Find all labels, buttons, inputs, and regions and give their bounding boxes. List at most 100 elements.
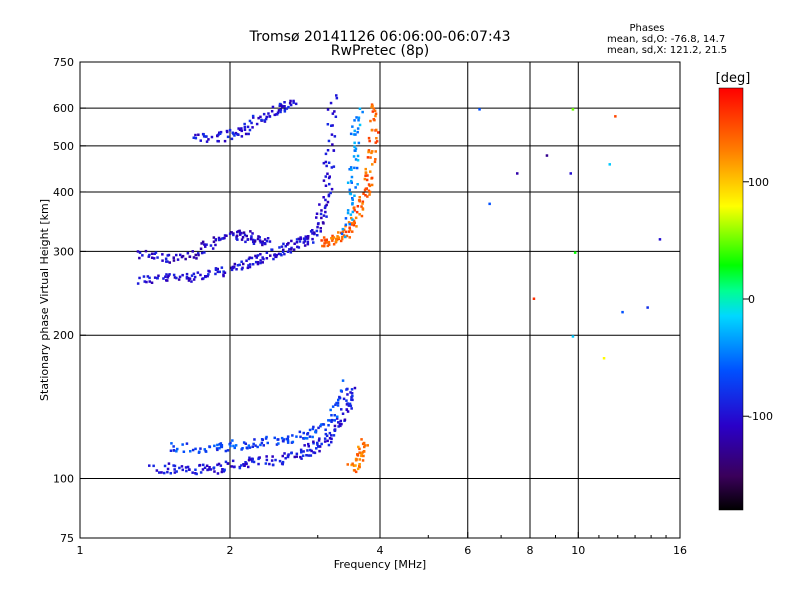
- data-point: [343, 418, 347, 421]
- data-point: [172, 256, 175, 260]
- data-point: [337, 236, 341, 239]
- data-point: [366, 195, 369, 198]
- data-point: [333, 135, 337, 138]
- data-point: [350, 175, 354, 179]
- data-point: [346, 463, 349, 466]
- data-point: [255, 256, 258, 259]
- data-point: [323, 437, 327, 440]
- data-point: [230, 465, 234, 468]
- data-point: [363, 444, 367, 447]
- data-point: [251, 445, 254, 448]
- data-point: [353, 194, 356, 197]
- data-point: [188, 255, 191, 258]
- data-point: [240, 260, 243, 263]
- data-point: [260, 118, 263, 122]
- data-point: [205, 135, 208, 138]
- data-point: [311, 232, 314, 235]
- data-point: [374, 150, 377, 153]
- data-point: [281, 250, 285, 253]
- data-point: [303, 240, 307, 243]
- data-point: [351, 394, 354, 398]
- data-point: [257, 457, 260, 461]
- data-point: [258, 236, 261, 239]
- data-point: [236, 264, 240, 267]
- data-point: [248, 128, 252, 132]
- data-point: [362, 450, 366, 453]
- data-point: [291, 440, 295, 444]
- data-point: [351, 398, 354, 402]
- data-point: [230, 231, 233, 234]
- data-point: [257, 235, 260, 238]
- data-point: [306, 235, 309, 239]
- data-point: [333, 419, 336, 422]
- data-point: [331, 112, 335, 115]
- data-point: [292, 99, 295, 103]
- data-point: [364, 174, 367, 177]
- data-point: [210, 135, 214, 139]
- data-point: [231, 459, 235, 463]
- data-point: [172, 259, 176, 262]
- data-point: [219, 442, 223, 445]
- data-point: [181, 468, 184, 472]
- data-point: [337, 398, 340, 402]
- data-point: [351, 218, 354, 221]
- data-point: [201, 468, 205, 471]
- data-point: [357, 141, 361, 145]
- data-point: [285, 437, 288, 441]
- data-point: [307, 442, 310, 446]
- data-point: [280, 245, 284, 248]
- data-point: [207, 468, 211, 471]
- data-point: [240, 127, 243, 130]
- x-tick-label: 16: [673, 544, 687, 557]
- data-point: [204, 449, 207, 453]
- data-point: [193, 275, 197, 279]
- data-point: [324, 160, 328, 164]
- data-point: [280, 253, 283, 257]
- data-point: [246, 238, 249, 241]
- data-point: [244, 462, 248, 466]
- data-point: [331, 237, 335, 240]
- data-point: [367, 136, 371, 140]
- data-point: [357, 445, 360, 449]
- data-point: [331, 143, 334, 146]
- data-point: [233, 465, 236, 468]
- data-point: [321, 423, 324, 426]
- data-point: [262, 444, 265, 447]
- data-point: [308, 435, 312, 438]
- data-point: [324, 432, 328, 436]
- data-point: [325, 215, 328, 218]
- data-point: [319, 227, 322, 230]
- chart-subtitle: RwPretec (8p): [331, 43, 429, 59]
- data-point: [160, 471, 163, 474]
- data-point: [304, 436, 307, 440]
- data-point: [145, 280, 148, 284]
- data-point: [332, 236, 336, 239]
- data-point: [272, 463, 275, 467]
- data-point: [571, 108, 575, 111]
- data-point: [318, 449, 321, 453]
- data-point: [261, 261, 264, 264]
- data-point: [323, 244, 326, 248]
- data-point: [208, 466, 211, 469]
- data-point: [182, 450, 186, 453]
- chart-title: Tromsø 20141126 06:06:00-06:07:43: [249, 29, 511, 45]
- data-point: [358, 465, 361, 469]
- data-point: [243, 122, 246, 126]
- data-point: [203, 448, 206, 451]
- data-point: [219, 445, 223, 448]
- data-point: [240, 448, 243, 451]
- data-point: [614, 115, 617, 118]
- data-point: [356, 159, 360, 162]
- data-point: [223, 271, 227, 274]
- data-point: [337, 231, 340, 234]
- data-point: [192, 256, 196, 259]
- data-point: [264, 462, 268, 465]
- data-point: [273, 436, 276, 440]
- data-point: [353, 221, 356, 225]
- data-point: [180, 465, 184, 468]
- data-point: [345, 408, 348, 411]
- data-point: [516, 172, 519, 175]
- data-point: [375, 137, 378, 140]
- data-point: [199, 273, 202, 277]
- data-point: [281, 105, 284, 109]
